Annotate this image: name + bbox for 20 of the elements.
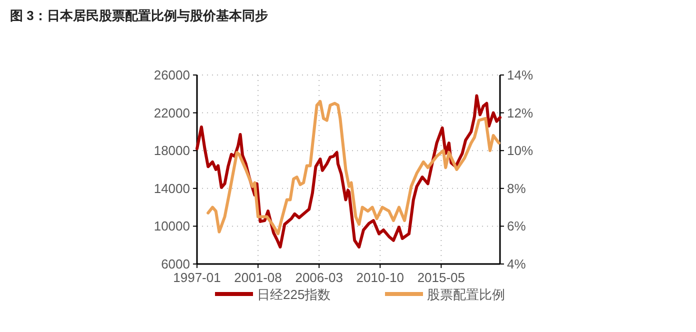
y2-tick-label: 10% [507,143,534,158]
y-tick-label: 18000 [154,143,190,158]
y-tick-label: 6000 [161,256,190,272]
legend-label: 股票配置比例 [427,287,505,302]
y-tick-label: 26000 [154,68,190,82]
y2-tick-label: 14% [507,68,534,82]
y-tick-label: 22000 [154,105,190,120]
y2-tick-label: 8% [507,180,526,196]
y-tick-label: 14000 [154,180,190,196]
x-tick-label: 2001-08 [234,270,282,285]
chart-title: 图 3：日本居民股票配置比例与股价基本同步 [10,8,268,23]
legend-label: 日经225指数 [257,287,331,302]
x-tick-label: 2015-05 [417,270,466,285]
x-tick-label: 2010-10 [356,270,404,285]
y-tick-label: 10000 [154,218,190,234]
y2-tick-label: 6% [507,218,526,234]
y2-tick-label: 4% [507,256,526,272]
y2-tick-label: 12% [507,105,534,120]
x-tick-label: 1997-01 [173,270,221,285]
x-tick-label: 2006-03 [295,270,343,285]
